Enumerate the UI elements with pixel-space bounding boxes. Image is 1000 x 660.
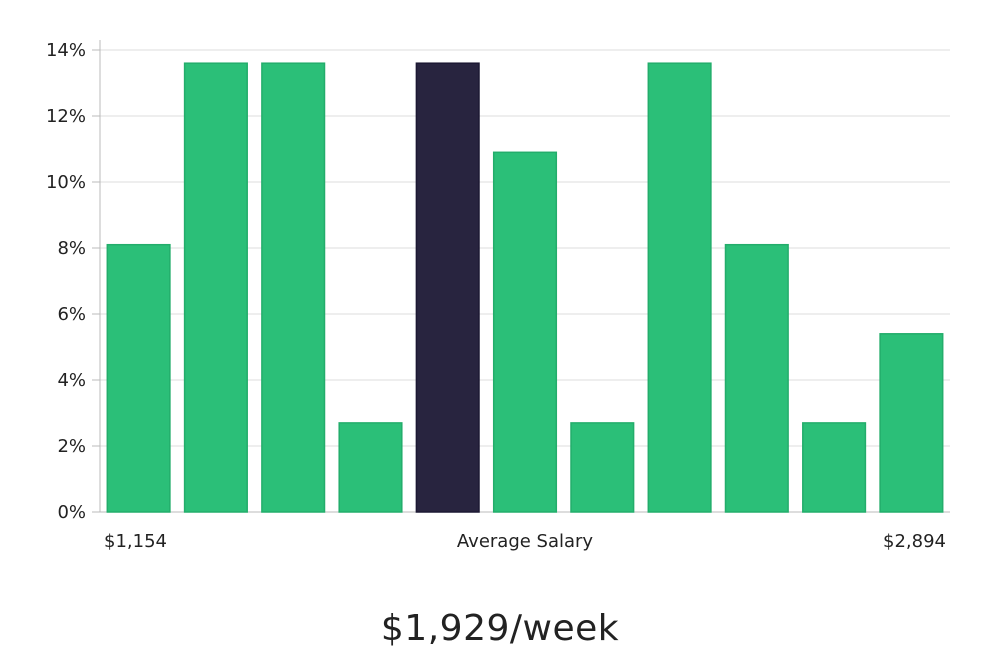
- bar: [647, 62, 712, 513]
- bar: [879, 333, 944, 513]
- weekly-salary-headline: $1,929/week: [380, 608, 620, 649]
- y-tick-label: 14%: [46, 40, 86, 61]
- bar: [106, 243, 171, 513]
- chart-svg: 0% 2% 4% 6% 8% 10% 12% 14% $1,154 Average Salar…: [46, 40, 950, 552]
- y-tick-label: 6%: [57, 304, 86, 325]
- bar: [338, 422, 403, 513]
- y-tick-label: 8%: [57, 238, 86, 259]
- y-tick-label: 10%: [46, 172, 86, 193]
- y-tick-label: 12%: [46, 106, 86, 127]
- salary-histogram: 0% 2% 4% 6% 8% 10% 12% 14% $1,154 Average Salar…: [46, 40, 950, 552]
- y-tick-label: 2%: [57, 436, 86, 457]
- bar-highlighted: [415, 62, 480, 513]
- bar: [724, 243, 789, 513]
- y-tick-label: 0%: [57, 502, 86, 523]
- x-axis-title: Average Salary: [457, 531, 594, 552]
- x-label-min: $1,154: [104, 531, 167, 552]
- bar: [570, 422, 635, 513]
- x-label-max: $2,894: [883, 531, 946, 552]
- bars: [106, 62, 944, 513]
- y-axis-ticks: 0% 2% 4% 6% 8% 10% 12% 14%: [46, 40, 100, 523]
- y-tick-label: 4%: [57, 370, 86, 391]
- bar: [261, 62, 326, 513]
- bar: [183, 62, 248, 513]
- bar: [492, 151, 558, 513]
- bar: [802, 422, 867, 513]
